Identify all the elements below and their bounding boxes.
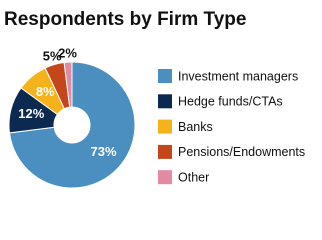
- legend-label: Other: [178, 170, 209, 184]
- legend-label: Hedge funds/CTAs: [178, 95, 283, 109]
- legend-label: Banks: [178, 120, 213, 134]
- chart-title: Respondents by Firm Type: [4, 9, 246, 30]
- donut-slice: [63, 61, 73, 108]
- legend-swatch: [158, 69, 172, 83]
- value-label: 2%: [58, 46, 77, 61]
- value-label: 73%: [90, 144, 116, 159]
- legend-swatch: [158, 94, 172, 109]
- legend-swatch: [158, 144, 172, 159]
- value-label: 5%: [43, 48, 62, 63]
- legend-label: Pensions/Endowments: [178, 145, 305, 159]
- donut-slice: [8, 61, 136, 189]
- legend-swatch: [158, 170, 172, 185]
- legend-swatch: [158, 119, 172, 134]
- value-label: 12%: [18, 106, 44, 121]
- legend-label: Investment managers: [178, 69, 298, 83]
- chart: Respondents by Firm Type 73% 12% 8% 5%2% Inv…: [4, 9, 305, 189]
- value-label: 8%: [36, 84, 55, 99]
